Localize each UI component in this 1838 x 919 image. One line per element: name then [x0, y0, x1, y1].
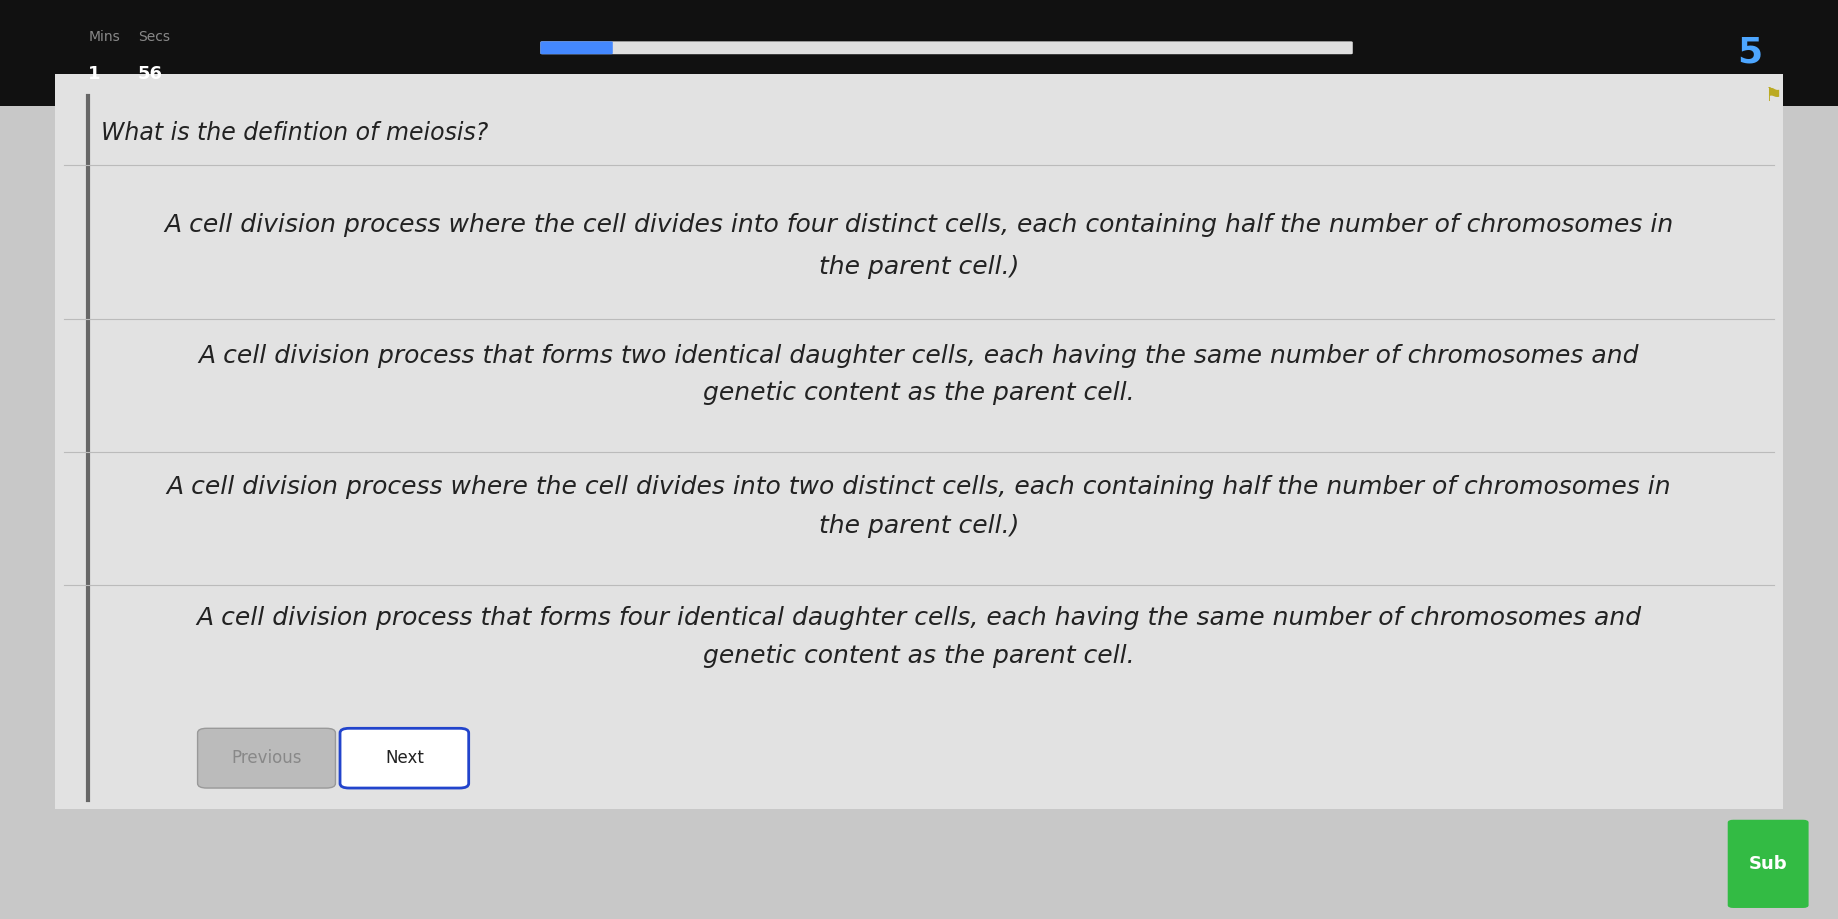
Text: Sub: Sub — [1748, 855, 1788, 873]
Text: A cell division process where the cell divides into two distinct cells, each con: A cell division process where the cell d… — [167, 475, 1671, 499]
FancyBboxPatch shape — [540, 41, 1353, 54]
Text: Next: Next — [384, 749, 425, 767]
Text: Secs: Secs — [138, 30, 169, 44]
FancyBboxPatch shape — [540, 41, 612, 54]
Text: A cell division process that forms two identical daughter cells, each having the: A cell division process that forms two i… — [199, 344, 1639, 368]
Text: Previous: Previous — [232, 749, 301, 767]
FancyBboxPatch shape — [0, 0, 1838, 106]
FancyBboxPatch shape — [340, 728, 469, 789]
Text: the parent cell.): the parent cell.) — [818, 255, 1020, 278]
Text: genetic content as the parent cell.: genetic content as the parent cell. — [704, 381, 1134, 405]
Text: 56: 56 — [138, 65, 164, 83]
Text: ⚑: ⚑ — [1764, 87, 1783, 106]
Text: A cell division process where the cell divides into four distinct cells, each co: A cell division process where the cell d… — [164, 213, 1674, 237]
FancyBboxPatch shape — [1728, 820, 1809, 908]
FancyBboxPatch shape — [55, 74, 1783, 809]
Text: genetic content as the parent cell.: genetic content as the parent cell. — [704, 644, 1134, 668]
Text: A cell division process that forms four identical daughter cells, each having th: A cell division process that forms four … — [197, 606, 1641, 630]
FancyBboxPatch shape — [197, 728, 335, 789]
Text: the parent cell.): the parent cell.) — [818, 514, 1020, 538]
Text: What is the defintion of meiosis?: What is the defintion of meiosis? — [101, 121, 489, 145]
Text: 5: 5 — [1737, 36, 1763, 70]
Text: Mins: Mins — [88, 30, 119, 44]
Text: 1: 1 — [88, 65, 101, 83]
